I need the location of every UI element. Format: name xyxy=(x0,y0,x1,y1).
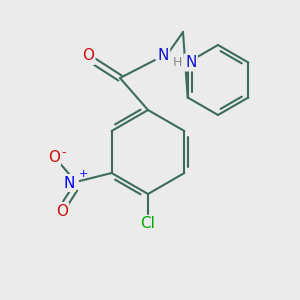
Text: N: N xyxy=(63,176,75,190)
Text: O: O xyxy=(48,149,60,164)
Text: Cl: Cl xyxy=(141,217,155,232)
Text: O: O xyxy=(82,49,94,64)
Text: -: - xyxy=(61,146,66,160)
Text: O: O xyxy=(56,203,68,218)
Text: N: N xyxy=(157,49,169,64)
Text: H: H xyxy=(172,56,182,68)
Text: +: + xyxy=(79,169,88,179)
Text: N: N xyxy=(185,55,196,70)
